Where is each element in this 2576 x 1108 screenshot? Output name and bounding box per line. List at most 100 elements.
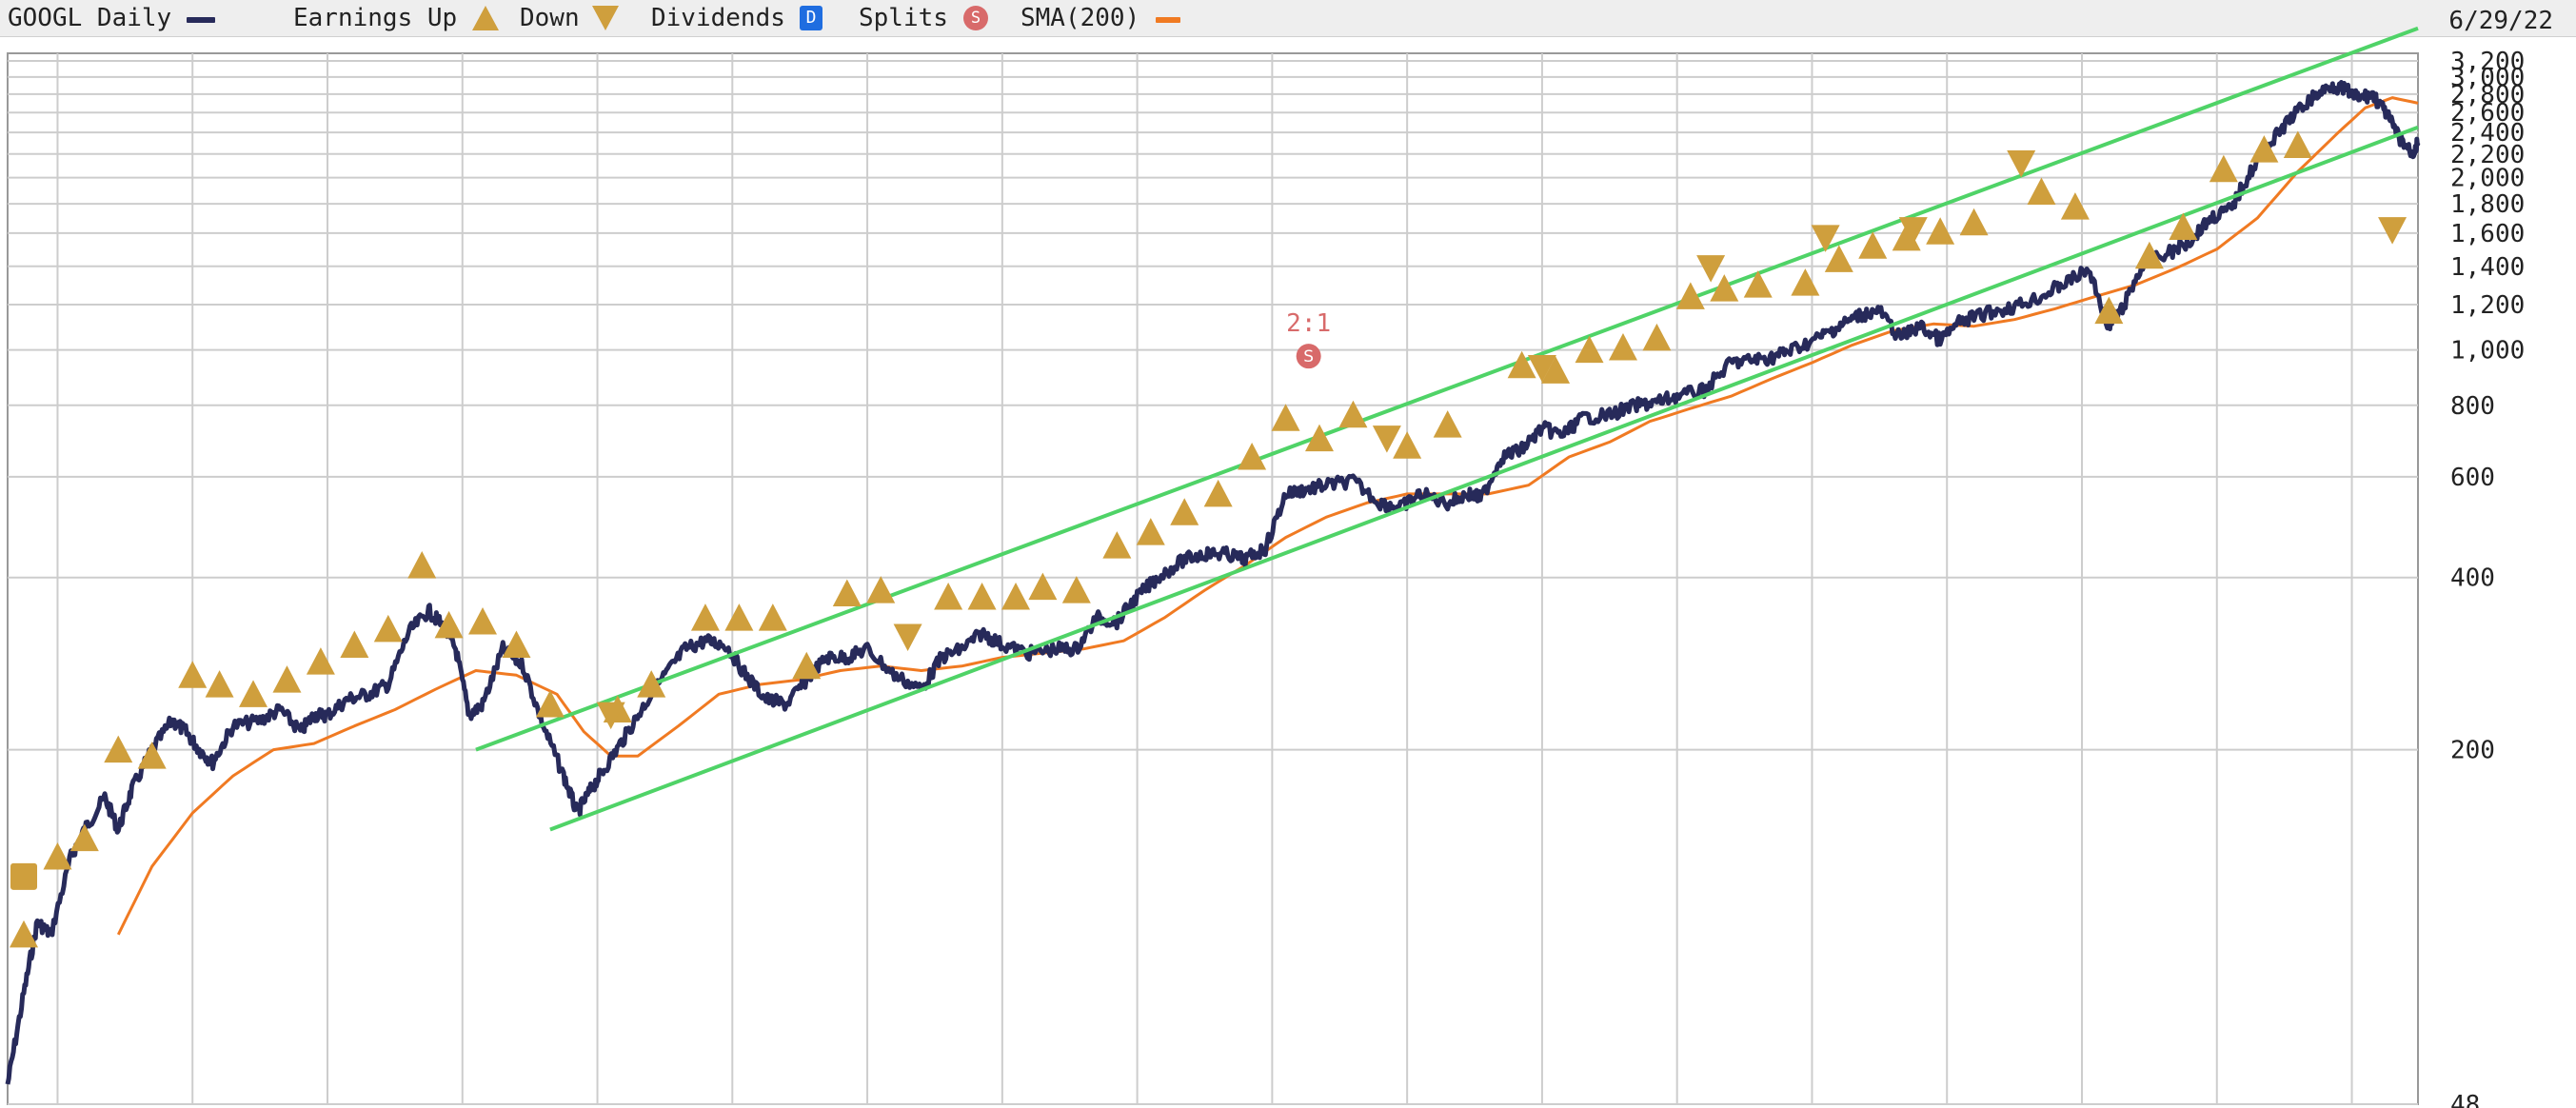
earnings-up-marker <box>1892 223 1921 251</box>
earnings-up-marker <box>1338 400 1368 428</box>
y-tick-label: 2,400 <box>2450 119 2525 148</box>
y-tick-label: 200 <box>2450 737 2495 765</box>
y-tick-label: 600 <box>2450 464 2495 492</box>
split-ratio-label: 2:1 <box>1286 309 1331 338</box>
earnings-up-marker <box>1710 274 1739 302</box>
earnings-up-marker <box>434 610 464 639</box>
earnings-down-icon <box>592 6 619 30</box>
earnings-up-marker <box>724 603 754 631</box>
earnings-down-marker <box>1696 255 1726 283</box>
earnings-up-marker <box>934 583 963 610</box>
earnings-up-marker <box>1675 282 1705 309</box>
trendlines <box>475 26 2419 832</box>
earnings-up-marker <box>866 576 896 603</box>
earnings-up-marker <box>1102 531 1132 559</box>
earnings-up-marker <box>1608 332 1637 361</box>
earnings-up-marker <box>1136 518 1165 545</box>
earnings-up-marker <box>306 647 335 675</box>
legend-bar: GOOGL Daily Earnings Up Down Dividends D… <box>0 0 2576 37</box>
earnings-up-marker <box>407 550 437 579</box>
legend-splits: Splits <box>859 4 948 32</box>
legend-dividends: Dividends <box>651 4 785 32</box>
legend-earnings-down: Down <box>520 4 580 32</box>
earnings-up-marker <box>832 579 862 607</box>
y-tick-label: 400 <box>2450 564 2495 593</box>
earnings-up-marker <box>1433 410 1462 438</box>
earnings-up-marker <box>2283 130 2312 158</box>
earnings-down-marker <box>596 702 625 730</box>
y-tick-label: 3,000 <box>2450 64 2525 92</box>
upper-trendline <box>475 26 2419 752</box>
earnings-down-marker <box>1811 225 1840 252</box>
earnings-down-marker <box>1372 425 1401 453</box>
earnings-up-marker <box>205 670 234 698</box>
dividend-icon: D <box>800 6 822 30</box>
earnings-up-marker <box>178 661 208 688</box>
earnings-box-marker <box>10 862 38 890</box>
earnings-up-marker <box>1061 576 1091 603</box>
earnings-up-marker <box>1791 268 1820 296</box>
earnings-up-marker <box>1858 231 1888 259</box>
earnings-up-marker <box>2060 192 2090 220</box>
y-tick-label: 2,000 <box>2450 165 2525 193</box>
y-axis: 3,2003,0002,8002,6002,4002,2002,0001,800… <box>2450 48 2525 1108</box>
earnings-down-marker <box>893 623 922 652</box>
y-tick-label: 1,000 <box>2450 337 2525 366</box>
earnings-up-marker <box>43 841 72 870</box>
earnings-up-marker <box>637 670 666 698</box>
earnings-up-marker <box>1541 356 1571 384</box>
earnings-up-marker <box>272 665 302 693</box>
earnings-up-marker <box>2209 154 2238 183</box>
y-tick-label: 1,200 <box>2450 291 2525 320</box>
earnings-up-marker <box>1028 572 1058 601</box>
earnings-up-marker <box>239 680 268 707</box>
y-tick-label: 3,200 <box>2450 48 2525 76</box>
price-line <box>5 80 2421 1085</box>
earnings-down-marker <box>1898 217 1928 245</box>
earnings-up-marker <box>137 742 167 769</box>
earnings-up-marker <box>373 614 403 643</box>
earnings-up-marker <box>1575 335 1604 364</box>
earnings-down-marker <box>2007 149 2036 178</box>
split-marker-symbol: S <box>1303 347 1314 366</box>
legend-ticker: GOOGL Daily <box>8 4 172 32</box>
lower-trendline <box>549 125 2419 832</box>
earnings-up-marker <box>1304 424 1334 452</box>
earnings-up-marker <box>2094 296 2124 325</box>
sma-swatch <box>1156 17 1180 23</box>
earnings-down-marker <box>2378 217 2408 245</box>
earnings-up-marker <box>758 603 787 631</box>
earnings-up-marker <box>10 920 39 948</box>
earnings-up-marker <box>2027 177 2056 205</box>
earnings-up-marker <box>1507 350 1536 379</box>
y-tick-label: 2,600 <box>2450 99 2525 128</box>
legend-sma: SMA(200) <box>1020 4 1140 32</box>
y-tick-label: 2,800 <box>2450 81 2525 109</box>
earnings-up-marker <box>690 603 720 631</box>
y-tick-label: 1,800 <box>2450 190 2525 219</box>
y-tick-label: 800 <box>2450 392 2495 421</box>
event-markers: S 2:1 <box>10 130 2408 948</box>
earnings-up-marker <box>468 606 498 635</box>
earnings-up-marker <box>2249 135 2279 163</box>
date-label: 6/29/22 <box>2448 7 2553 35</box>
earnings-up-marker <box>502 630 531 658</box>
earnings-up-icon <box>472 6 499 30</box>
y-tick-label: 2,200 <box>2450 141 2525 169</box>
earnings-up-marker <box>2169 212 2198 240</box>
earnings-up-marker <box>1393 431 1422 459</box>
y-tick-label: 1,600 <box>2450 220 2525 248</box>
split-marker <box>1296 344 1321 369</box>
price-series <box>5 80 2421 1085</box>
earnings-up-marker <box>1238 442 1267 470</box>
legend-earnings-up: Earnings Up <box>293 4 458 32</box>
split-icon: S <box>963 6 988 30</box>
y-tick-label: 1,400 <box>2450 253 2525 282</box>
earnings-up-marker <box>535 689 565 718</box>
earnings-up-marker <box>1743 270 1773 298</box>
earnings-up-marker <box>792 651 822 680</box>
earnings-up-marker <box>1271 404 1300 431</box>
earnings-up-marker <box>1203 479 1233 507</box>
earnings-up-marker <box>340 630 369 658</box>
